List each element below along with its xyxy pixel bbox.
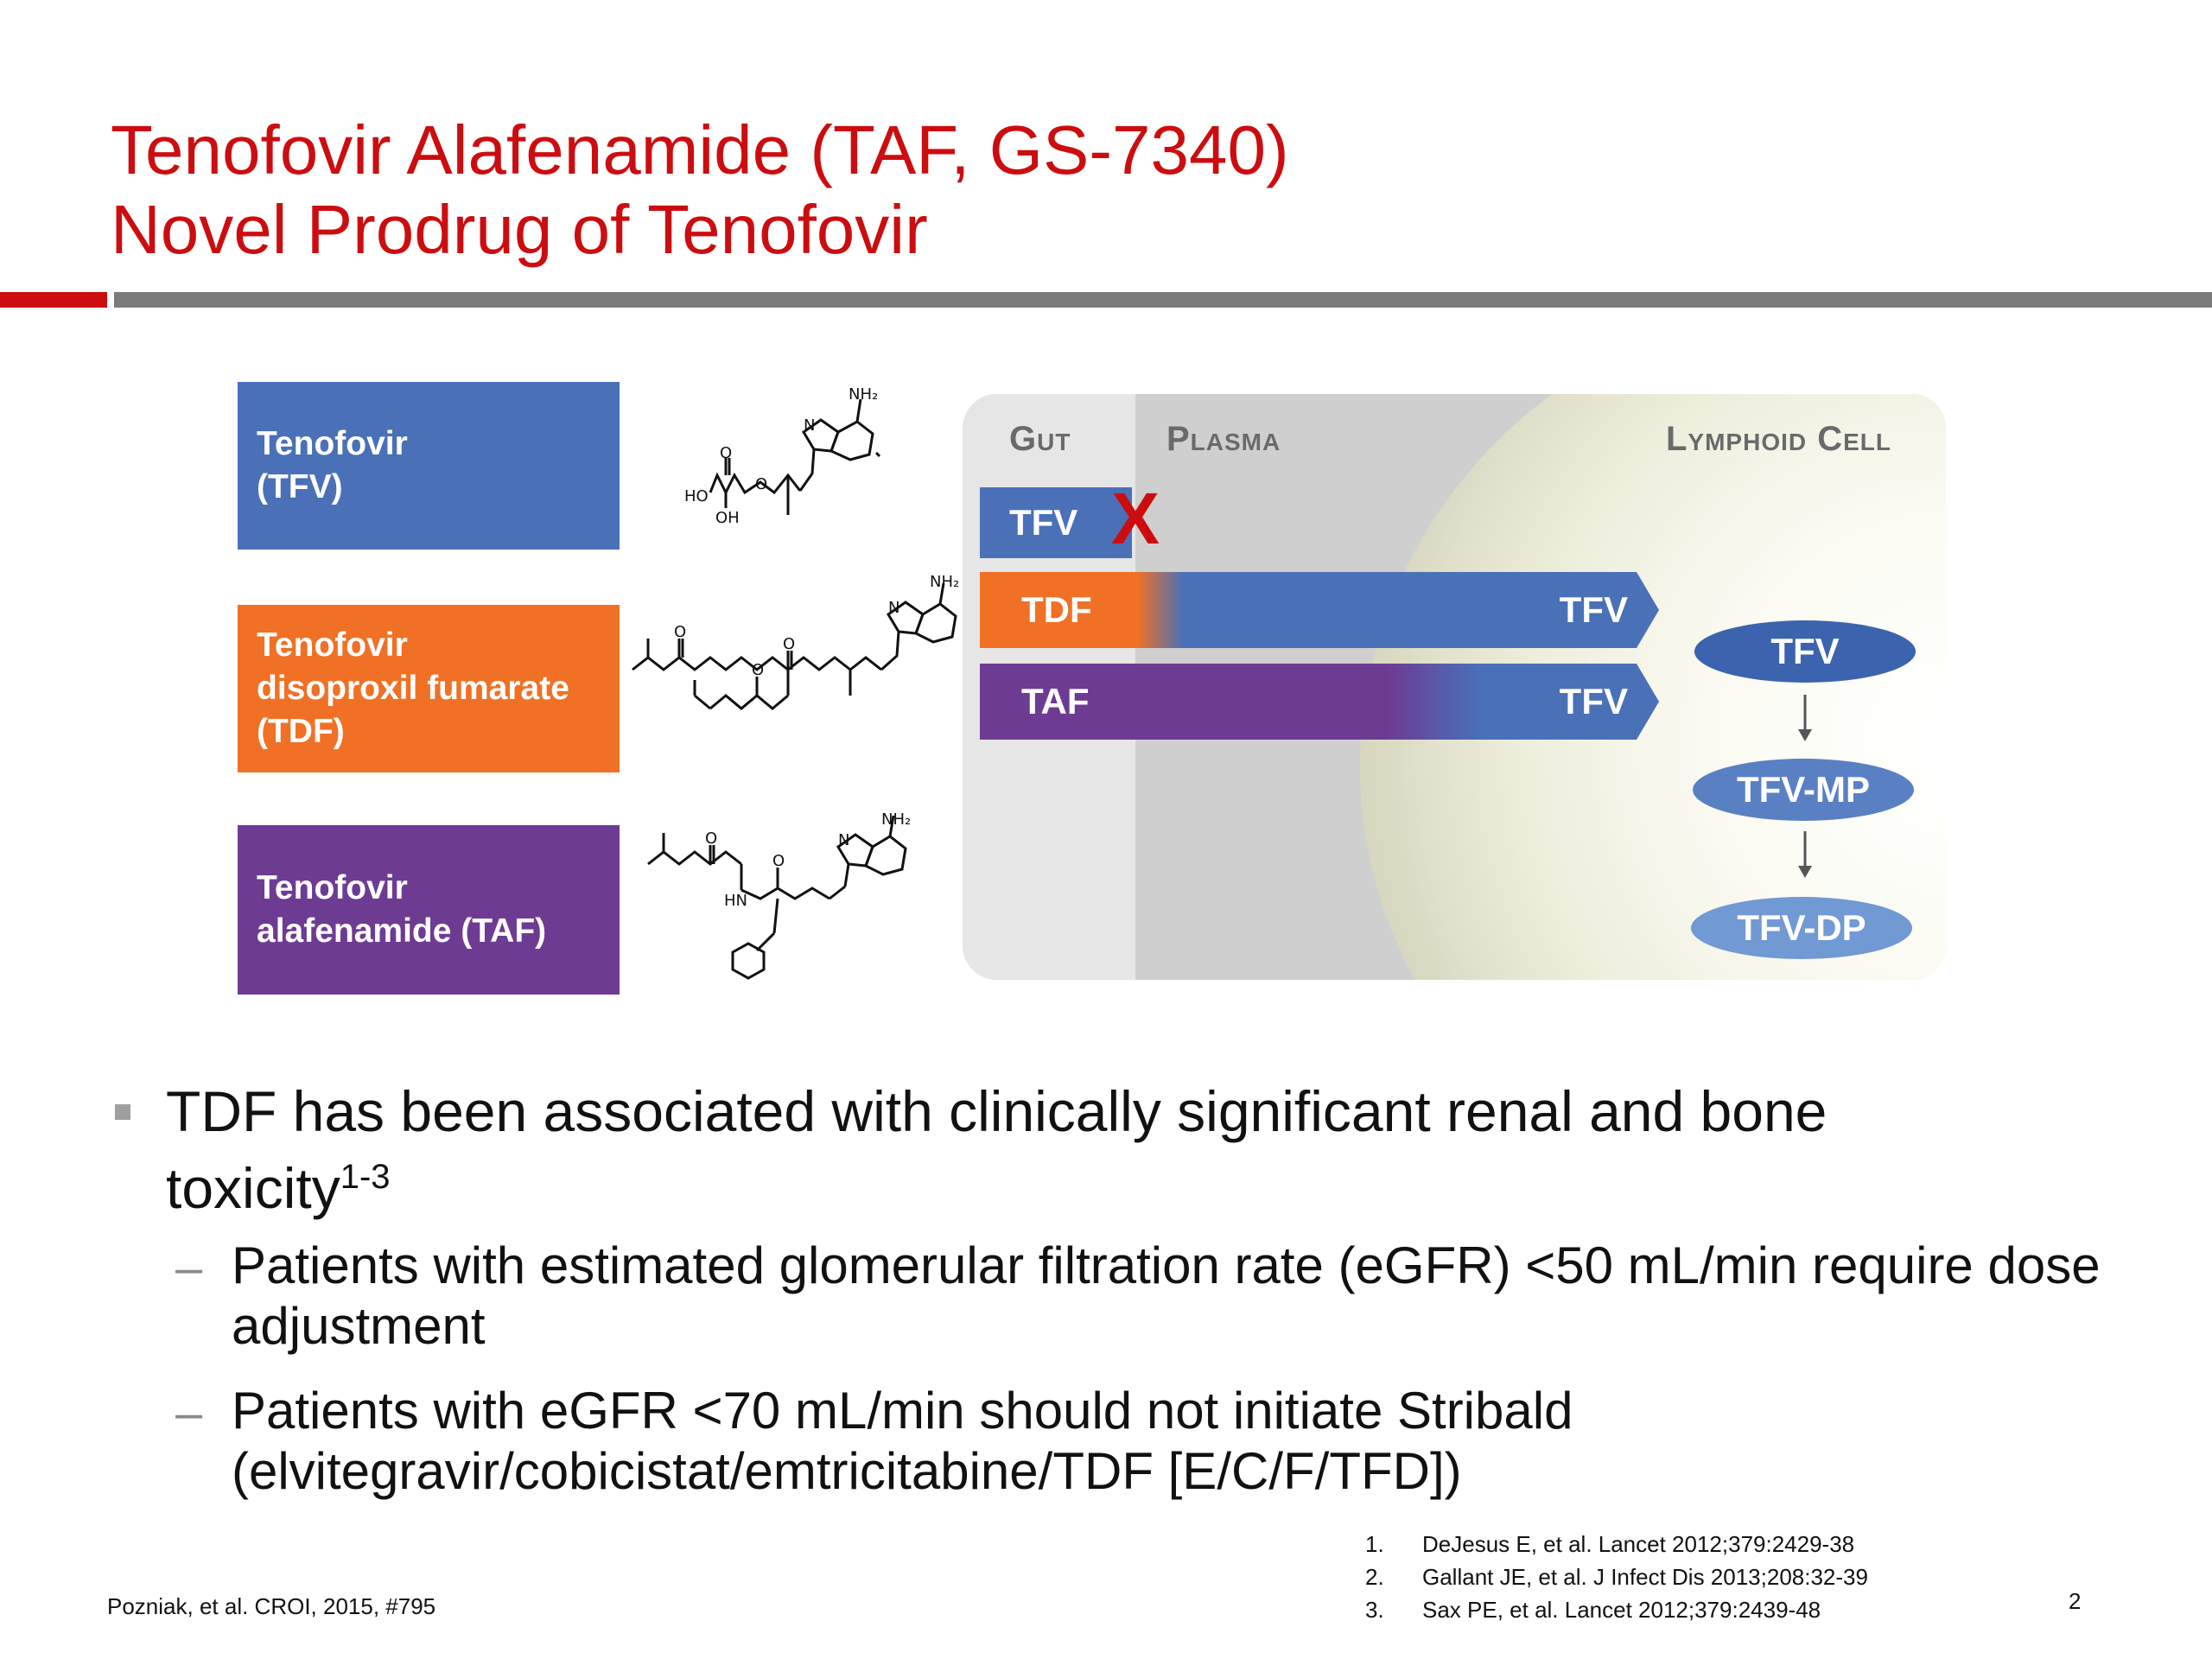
reference-number: 2. bbox=[1365, 1564, 1384, 1590]
structure-atom: O bbox=[720, 444, 732, 462]
reference-number: 3. bbox=[1365, 1597, 1384, 1623]
metabolite-tfv-mp: TFV-MP bbox=[1693, 759, 1914, 821]
reference-number: 1. bbox=[1365, 1531, 1384, 1557]
structure-atom: N bbox=[838, 831, 849, 849]
drug-label-line: (TFV) bbox=[257, 468, 343, 505]
sub-bullet-dash: – bbox=[175, 1385, 203, 1440]
gut-label: Gut bbox=[1009, 420, 1071, 458]
structure-atom: NH₂ bbox=[930, 575, 959, 591]
structure-atom: OH bbox=[715, 509, 740, 527]
reference-text: Sax PE, et al. Lancet 2012;379:2439-48 bbox=[1422, 1597, 1821, 1623]
structure-atom: O bbox=[705, 830, 717, 848]
main-bullet-superscript: 1-3 bbox=[340, 1158, 391, 1196]
blocked-x-mark: X bbox=[1111, 478, 1160, 559]
down-arrow-icon bbox=[1798, 831, 1812, 878]
structure-atom: N bbox=[804, 416, 815, 435]
drug-label-line: Tenofovir bbox=[257, 869, 408, 906]
sub-bullet-1: Patients with estimated glomerular filtr… bbox=[232, 1236, 2101, 1355]
structure-atom: O bbox=[755, 475, 767, 493]
main-bullet: TDF has been associated with clinically … bbox=[166, 1078, 2024, 1221]
taf-bar: TAF TFV bbox=[980, 664, 1637, 740]
bullet-marker bbox=[115, 1104, 130, 1120]
structure-atom: O bbox=[772, 852, 785, 870]
drug-label-line: (TDF) bbox=[257, 713, 345, 750]
title-line-2: Novel Prodrug of Tenofovir bbox=[111, 191, 928, 268]
tdf-structure-image: O O O N NH₂ bbox=[632, 575, 959, 710]
tdf-bar-result: TFV bbox=[1559, 589, 1628, 630]
plasma-label: Plasma bbox=[1166, 420, 1281, 458]
structure-atom: O bbox=[674, 623, 686, 641]
reference-item: 1. DeJesus E, et al. Lancet 2012;379:242… bbox=[1365, 1531, 1868, 1564]
structure-atom: NH₂ bbox=[849, 385, 878, 404]
tfv-bar: TFV bbox=[980, 487, 1132, 558]
structure-atom: O bbox=[783, 635, 795, 653]
tdf-bar: TDF TFV bbox=[980, 572, 1637, 648]
tfv-structure-image: HO O OH O N NH₂ bbox=[684, 385, 881, 527]
title-rule bbox=[114, 292, 2212, 308]
absorption-pathway-panel: Gut Plasma Lymphoid Cell TFV X TDF TFV T… bbox=[963, 394, 1946, 980]
drug-box-tfv: Tenofovir (TFV) bbox=[238, 382, 620, 550]
drug-label-line: alafenamide (TAF) bbox=[257, 912, 547, 950]
page-number: 2 bbox=[2069, 1588, 2082, 1614]
tfv-bar-label: TFV bbox=[1009, 502, 1078, 543]
drug-box-tdf: Tenofovir disoproxil fumarate (TDF) bbox=[238, 605, 620, 772]
taf-structure-image: O O HN N NH₂ bbox=[647, 812, 911, 980]
lymphoid-cell-label: Lymphoid Cell bbox=[1666, 420, 1891, 458]
metabolite-tfv: TFV bbox=[1694, 620, 1916, 683]
tdf-bar-label: TDF bbox=[1021, 589, 1092, 630]
drug-label-line: disoproxil fumarate bbox=[257, 670, 569, 707]
tdf-arrow-head bbox=[1637, 572, 1659, 648]
down-arrow-icon bbox=[1798, 695, 1812, 741]
main-bullet-text: TDF has been associated with clinically … bbox=[166, 1079, 1827, 1220]
drug-box-taf: Tenofovir alafenamide (TAF) bbox=[238, 825, 620, 995]
structure-atom: N bbox=[888, 599, 899, 617]
reference-item: 3. Sax PE, et al. Lancet 2012;379:2439-4… bbox=[1365, 1597, 1868, 1630]
title-line-1: Tenofovir Alafenamide (TAF, GS-7340) bbox=[111, 111, 1289, 188]
structure-atom: HO bbox=[684, 487, 709, 505]
footer-citation: Pozniak, et al. CROI, 2015, #795 bbox=[107, 1593, 436, 1619]
reference-text: Gallant JE, et al. J Infect Dis 2013;208… bbox=[1422, 1564, 1868, 1590]
taf-bar-label: TAF bbox=[1021, 681, 1090, 721]
sub-bullet-2: Patients with eGFR <70 mL/min should not… bbox=[232, 1382, 1573, 1500]
drug-label-line: Tenofovir bbox=[257, 425, 408, 462]
title-rule-accent bbox=[0, 292, 107, 308]
structure-atom: NH₂ bbox=[881, 812, 911, 829]
structure-atom: HN bbox=[724, 892, 747, 910]
taf-arrow-head bbox=[1637, 664, 1659, 740]
reference-text: DeJesus E, et al. Lancet 2012;379:2429-3… bbox=[1422, 1531, 1855, 1557]
drug-label-line: Tenofovir bbox=[257, 626, 408, 664]
sub-bullet-dash: – bbox=[175, 1240, 203, 1294]
taf-bar-result: TFV bbox=[1559, 681, 1628, 721]
references-list: 1. DeJesus E, et al. Lancet 2012;379:242… bbox=[1365, 1531, 1868, 1630]
structure-atom: O bbox=[752, 661, 764, 679]
reference-item: 2. Gallant JE, et al. J Infect Dis 2013;… bbox=[1365, 1564, 1868, 1597]
metabolite-tfv-dp: TFV-DP bbox=[1691, 897, 1912, 959]
slide-title: Tenofovir Alafenamide (TAF, GS-7340) Nov… bbox=[111, 111, 2012, 270]
